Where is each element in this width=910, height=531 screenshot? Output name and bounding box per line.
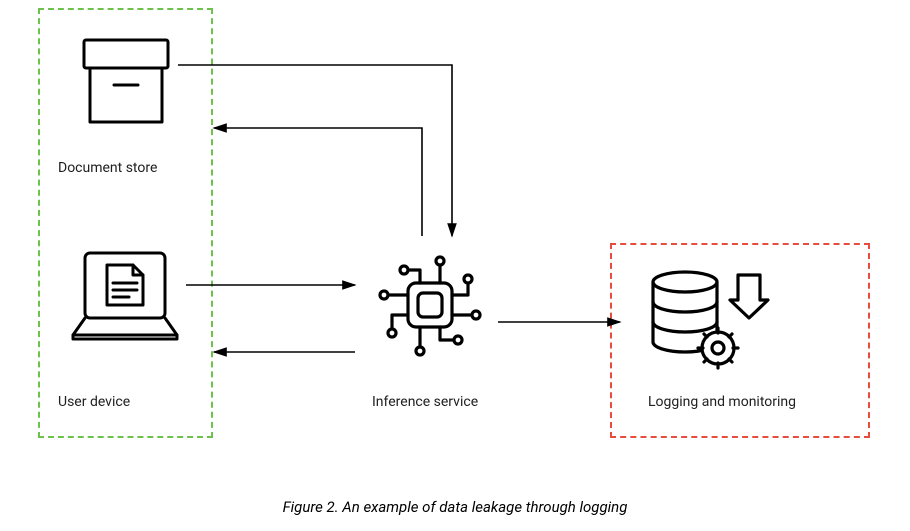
archive-box-icon [76,30,176,134]
logging-monitoring-label: Logging and monitoring [648,394,796,410]
figure-caption: Figure 2. An example of data leakage thr… [0,498,910,516]
inference-service-label: Inference service [372,394,478,410]
chip-network-icon [370,245,490,369]
user-device-label: User device [58,394,130,410]
database-gear-arrow-icon [640,260,770,384]
diagram-canvas: Document store User device [0,0,910,531]
figure-caption-text: Figure 2. An example of data leakage thr… [283,498,628,516]
laptop-document-icon [65,245,185,349]
document-store-label: Document store [58,160,157,176]
